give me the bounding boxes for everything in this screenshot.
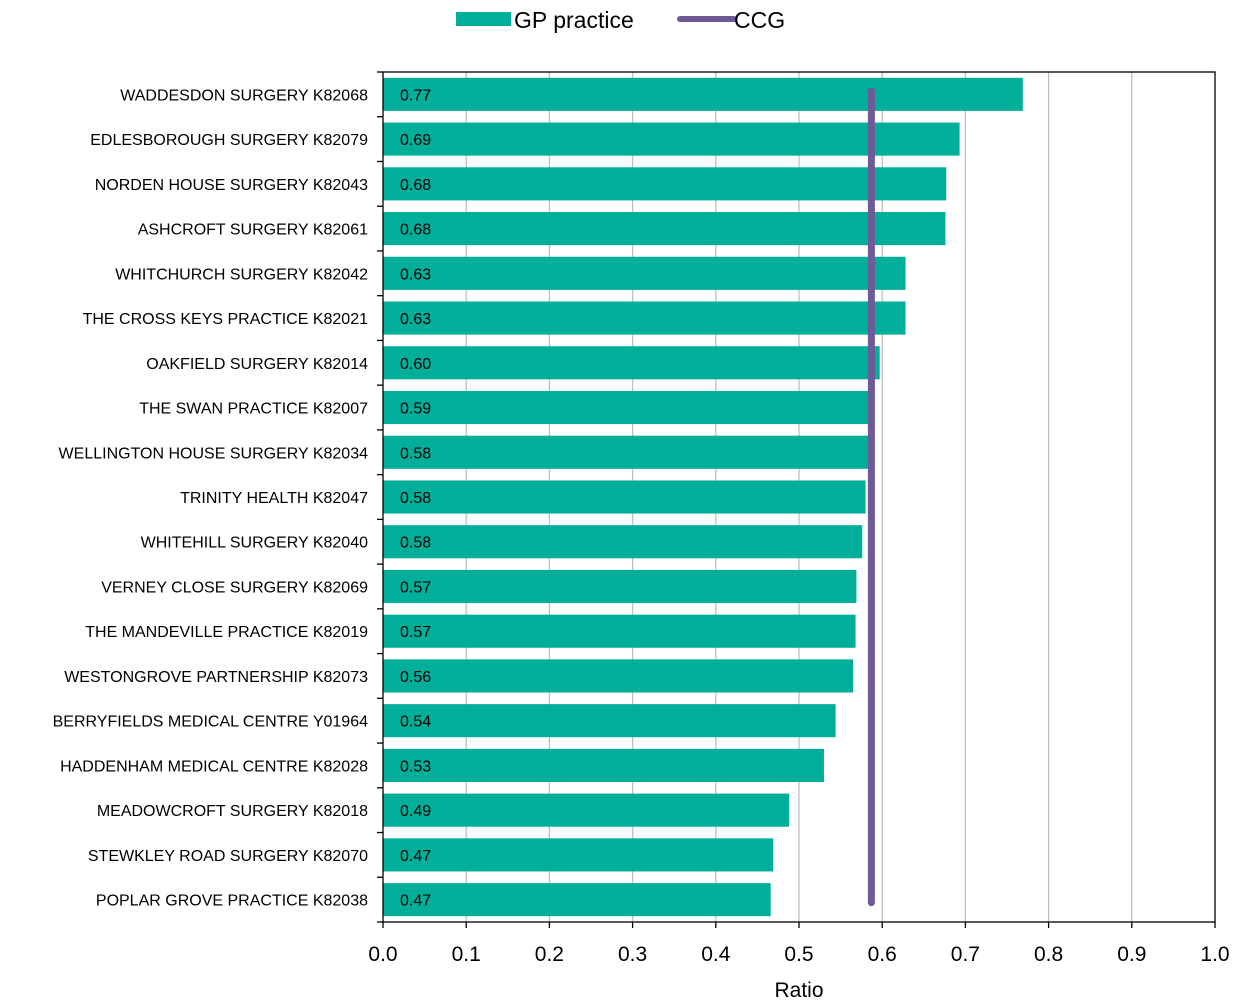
bar (383, 480, 866, 514)
bars: 0.77 0.69 0.68 0.68 0.63 0.63 0.60 0.59 0.58 0.58… (383, 77, 1023, 917)
x-axis-title: Ratio (774, 979, 823, 1002)
category-label: VERNEY CLOSE SURGERY K82069 (101, 579, 368, 596)
x-tick-label: 0.7 (951, 943, 980, 966)
x-tick-label: 0.2 (535, 943, 564, 966)
data-label: 0.59 (400, 401, 431, 418)
data-label: 0.56 (400, 669, 431, 686)
x-tick-label: 0.0 (368, 943, 397, 966)
bar (383, 77, 1023, 111)
category-label: ASHCROFT SURGERY K82061 (138, 222, 368, 239)
category-label: OAKFIELD SURGERY K82014 (146, 356, 368, 373)
category-labels: WADDESDON SURGERY K82068 EDLESBOROUGH SUR… (53, 87, 368, 909)
x-tick-label: 0.9 (1117, 943, 1146, 966)
category-label: BERRYFIELDS MEDICAL CENTRE Y01964 (53, 714, 368, 731)
category-label: NORDEN HOUSE SURGERY K82043 (95, 177, 368, 194)
x-tick-label: 0.6 (868, 943, 897, 966)
legend: GP practice CCG (456, 7, 785, 33)
bar (383, 838, 774, 872)
legend-label-gp-practice: GP practice (514, 7, 634, 33)
bar (383, 883, 771, 917)
bar (383, 748, 824, 782)
data-label: 0.69 (400, 132, 431, 149)
legend-swatch-gp-practice (456, 12, 511, 26)
x-axis: 0.0 0.1 0.2 0.3 0.4 0.5 0.6 0.7 0.8 0.9 1.0 (368, 943, 1229, 966)
data-label: 0.54 (400, 714, 431, 731)
data-label: 0.47 (400, 893, 431, 910)
data-label: 0.49 (400, 803, 431, 820)
bar (383, 256, 906, 290)
data-label: 0.57 (400, 624, 431, 641)
data-label: 0.58 (400, 490, 431, 507)
data-label: 0.63 (400, 311, 431, 328)
data-label: 0.47 (400, 848, 431, 865)
category-label: POPLAR GROVE PRACTICE K82038 (96, 893, 368, 910)
category-label: THE CROSS KEYS PRACTICE K82021 (83, 311, 369, 328)
category-label: THE SWAN PRACTICE K82007 (139, 401, 368, 418)
category-label: TRINITY HEALTH K82047 (180, 490, 368, 507)
data-label: 0.63 (400, 266, 431, 283)
category-label: HADDENHAM MEDICAL CENTRE K82028 (60, 758, 368, 775)
data-label: 0.58 (400, 445, 431, 462)
bar (383, 704, 836, 738)
x-tick-label: 0.1 (452, 943, 481, 966)
bar (383, 525, 863, 559)
x-tick-label: 1.0 (1200, 943, 1229, 966)
data-label: 0.60 (400, 356, 431, 373)
legend-label-ccg: CCG (734, 7, 785, 33)
bar (383, 167, 947, 201)
bar (383, 569, 857, 604)
category-label: WADDESDON SURGERY K82068 (120, 87, 368, 104)
data-label: 0.68 (400, 222, 431, 239)
x-tick-label: 0.8 (1034, 943, 1063, 966)
category-label: EDLESBOROUGH SURGERY K82079 (90, 132, 368, 149)
category-label: WHITEHILL SURGERY K82040 (141, 535, 368, 552)
category-label: MEADOWCROFT SURGERY K82018 (97, 803, 368, 820)
bar (383, 659, 854, 693)
data-label: 0.53 (400, 758, 431, 775)
x-tick-label: 0.4 (701, 943, 731, 966)
category-label: WESTONGROVE PARTNERSHIP K82073 (64, 669, 368, 686)
plot-frame (377, 71, 1216, 928)
x-tick-label: 0.3 (618, 943, 647, 966)
bar (383, 212, 946, 246)
x-tick-label: 0.5 (784, 943, 813, 966)
category-label: STEWKLEY ROAD SURGERY K82070 (88, 848, 368, 865)
bar (383, 390, 872, 425)
bar (383, 793, 790, 827)
data-label: 0.68 (400, 177, 431, 194)
category-label: THE MANDEVILLE PRACTICE K82019 (85, 624, 368, 641)
bar (383, 301, 906, 335)
data-label: 0.77 (400, 87, 431, 104)
category-label: WHITCHURCH SURGERY K82042 (115, 266, 368, 283)
bar (383, 614, 856, 648)
bar (383, 435, 869, 469)
data-label: 0.57 (400, 579, 431, 596)
category-label: WELLINGTON HOUSE SURGERY K82034 (59, 445, 369, 462)
bar (383, 346, 880, 380)
bar (383, 122, 960, 156)
data-label: 0.58 (400, 535, 431, 552)
